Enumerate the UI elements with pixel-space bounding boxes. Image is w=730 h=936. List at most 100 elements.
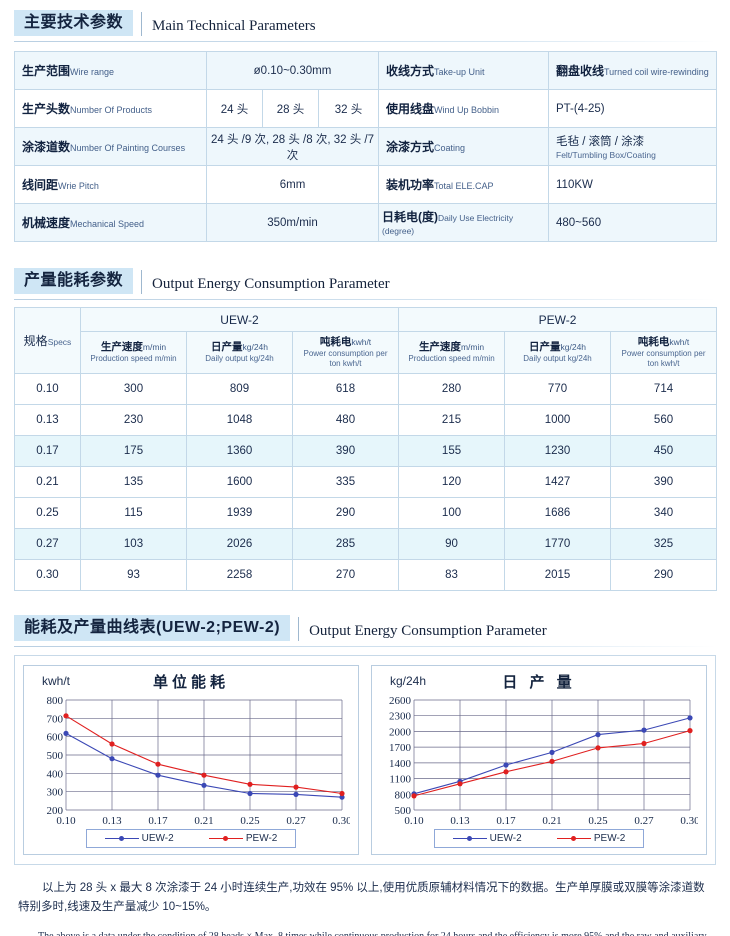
label-en: Wind Up Bobbin: [434, 105, 500, 115]
cell-value-4: 1686: [504, 497, 612, 530]
sub-cn: 生产速度: [100, 341, 143, 353]
cell-value-4: 770: [504, 373, 612, 406]
column-header-1: 日产量kg/24h Daily output kg/24h: [186, 330, 293, 375]
cell-value-2: 285: [291, 528, 400, 561]
footer-note-cn: 以上为 28 头 x 最大 8 次涂漆于 24 小时连续生产,功效在 95% 以…: [18, 882, 705, 914]
column-header-4: 日产量kg/24h Daily output kg/24h: [504, 330, 612, 375]
legend-line-icon: [104, 836, 139, 842]
label-en: Mechanical Speed: [70, 219, 145, 229]
table-row: 0.21 135 1600 335 120 1427 390: [14, 466, 718, 499]
charts-container: kwh/t 单位能耗 200 300 400 500 600 700 800 0.10 0.13…: [14, 655, 716, 866]
legend-item-pew2: PEW-2: [556, 833, 626, 845]
column-header-spec: 规格Specs: [14, 306, 81, 375]
cell-spec: 0.27: [14, 528, 81, 561]
sub-en: Power consumption per ton kwh/t: [303, 349, 388, 369]
row-value-a: 24 头: [206, 89, 263, 128]
row-value: 24 头 /9 次, 28 头 /8 次, 32 头 /7 次: [206, 127, 379, 166]
svg-text:400: 400: [47, 768, 64, 780]
svg-text:0.30: 0.30: [680, 815, 698, 827]
output-energy-consumption-table: 规格Specs UEW-2 PEW-2 生产速度m/min Production…: [14, 306, 718, 592]
label-cn: 机械速度: [22, 216, 71, 230]
cell-value-2: 290: [291, 497, 400, 530]
cell-value-5: 340: [610, 497, 718, 530]
table-row: 0.30 93 2258 270 83 2015 290: [14, 559, 718, 592]
svg-text:800: 800: [47, 695, 64, 707]
table-row: 0.17 175 1360 390 155 1230 450: [14, 435, 718, 468]
row-value-c: 32 头: [318, 89, 379, 128]
cell-value-5: 390: [610, 466, 718, 499]
svg-text:0.25: 0.25: [588, 815, 608, 827]
svg-text:500: 500: [395, 805, 412, 817]
cell-value-3: 215: [398, 404, 506, 437]
legend-label: UEW-2: [489, 833, 522, 845]
cell-value-4: 2015: [504, 559, 612, 592]
chart-plot-area: 500 800 1100 1400 1700 2000 2300 2600 0.10 0.13 0.…: [380, 694, 700, 837]
label-en: Number Of Painting Courses: [70, 143, 186, 153]
table-row: 0.27 103 2026 285 90 1770 325: [14, 528, 718, 561]
svg-text:500: 500: [47, 750, 64, 762]
section-title-en: Output Energy Consumption Parameter: [309, 623, 547, 640]
row-value-right: PT-(4-25): [548, 89, 717, 128]
column-group-uew2: UEW-2: [79, 307, 400, 332]
cell-value-1: 2258: [186, 559, 293, 592]
section-divider: [141, 12, 143, 36]
cell-value-1: 1600: [186, 466, 293, 499]
cell-spec: 0.13: [14, 404, 81, 437]
legend-label: PEW-2: [245, 833, 278, 845]
label-cn: 线间距: [22, 178, 59, 192]
section-underline: [14, 41, 716, 42]
sub-cn: 生产速度: [418, 341, 461, 353]
cell-value-4: 1427: [504, 466, 612, 499]
chart-ylabel: kwh/t: [42, 674, 71, 689]
svg-text:0.27: 0.27: [286, 815, 306, 827]
chart-legend: UEW-2 PEW-2: [86, 829, 296, 849]
section-title-cn: 能耗及产量曲线表(UEW-2;PEW-2): [14, 615, 291, 642]
column-header-0: 生产速度m/min Production speed m/min: [80, 330, 187, 375]
label-cn: 生产范围: [22, 64, 71, 78]
svg-text:0.17: 0.17: [496, 815, 516, 827]
table-row: 0.25 115 1939 290 100 1686 340: [14, 497, 718, 530]
sub-unit: kwh/t: [669, 337, 690, 347]
table-row: 涂漆道数Number Of Painting Courses 24 头 /9 次…: [14, 127, 717, 166]
row-value-right: 480~560: [548, 203, 717, 242]
legend-line-icon: [452, 836, 487, 842]
svg-text:1100: 1100: [389, 774, 411, 786]
spec-cn: 规格: [23, 334, 48, 349]
sub-unit: m/min: [142, 342, 167, 352]
row-label-right: 使用线盘Wind Up Bobbin: [378, 89, 549, 128]
cell-value-3: 155: [398, 435, 506, 468]
svg-text:2000: 2000: [389, 727, 412, 739]
svg-text:0.13: 0.13: [102, 815, 122, 827]
svg-text:1700: 1700: [389, 742, 412, 754]
cell-value-2: 618: [291, 373, 400, 406]
value-cn: 毛毡 / 滚筒 / 涂漆: [556, 136, 645, 148]
column-header-5: 吨耗电kwh/t Power consumption per ton kwh/t: [610, 330, 718, 375]
legend-item-uew2: UEW-2: [104, 833, 174, 844]
section-header-output-energy: 产量能耗参数 Output Energy Consumption Paramet…: [0, 268, 730, 300]
svg-text:2300: 2300: [389, 711, 412, 723]
row-value: ø0.10~0.30mm: [206, 51, 379, 90]
label-cn: 使用线盘: [386, 102, 435, 116]
cell-spec: 0.17: [14, 435, 81, 468]
section-header-main-technical: 主要技术参数 Main Technical Parameters: [0, 10, 730, 42]
row-label-right: 装机功率Total ELE.CAP: [378, 165, 549, 204]
row-value: 6mm: [206, 165, 379, 204]
cell-value-0: 175: [80, 435, 187, 468]
cell-value-0: 93: [80, 559, 187, 592]
cell-value-3: 280: [398, 373, 506, 406]
svg-text:1400: 1400: [389, 758, 412, 770]
svg-text:700: 700: [47, 713, 64, 725]
cell-value-1: 1360: [186, 435, 293, 468]
cell-value-2: 480: [291, 404, 400, 437]
output-table-body: 0.10 300 809 618 280 770 714 0.13 230 1048 480 215 1…: [14, 373, 718, 592]
legend-line-icon: [556, 836, 591, 842]
sub-cn: 日产量: [210, 341, 243, 353]
svg-text:0.10: 0.10: [56, 815, 76, 827]
chart-unit-energy-consumption: kwh/t 单位能耗 200 300 400 500 600 700 800 0.10 0.13…: [23, 665, 359, 856]
section-header-curves: 能耗及产量曲线表(UEW-2;PEW-2) Output Energy Cons…: [0, 615, 730, 648]
label-cn: 生产头数: [22, 102, 71, 116]
legend-label: PEW-2: [593, 833, 626, 845]
table-row: 线间距Wrie Pitch 6mm 装机功率Total ELE.CAP 110K…: [14, 165, 717, 204]
cell-value-2: 270: [291, 559, 400, 592]
cell-value-0: 115: [80, 497, 187, 530]
